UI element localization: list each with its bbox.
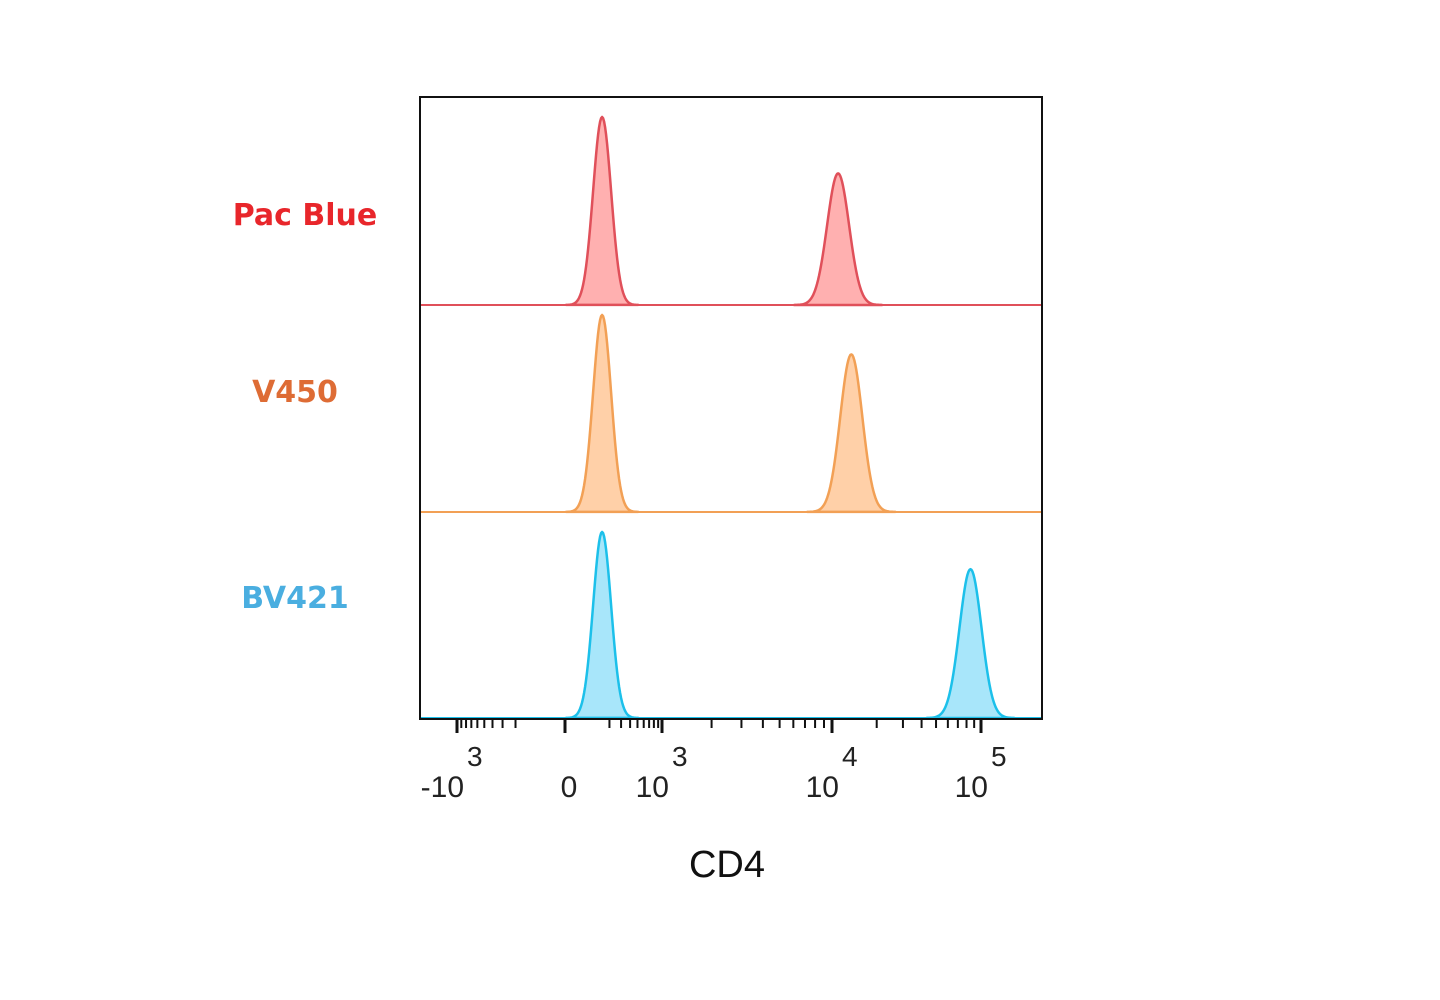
x-tick-label: 103 [636, 741, 688, 804]
x-tick-exponent: 3 [672, 741, 688, 772]
plot-frame [419, 96, 1043, 720]
series-label: Pac Blue [233, 198, 378, 233]
x-axis-title: CD4 [689, 844, 765, 886]
series-bv421 [420, 530, 1042, 720]
x-tick-exponent: 3 [467, 741, 483, 772]
x-tick-label: 104 [806, 741, 858, 804]
histogram-peak [564, 115, 640, 307]
histogram-peak [564, 530, 640, 720]
histogram-peak [806, 353, 897, 514]
series-pac-blue [420, 115, 1042, 307]
series-label: BV421 [241, 581, 349, 616]
histogram-peak [564, 313, 640, 514]
x-tick-base: 0 [561, 771, 578, 804]
series-labels: Pac Blue V450 BV421 [233, 198, 378, 616]
x-tick-base: -10 [421, 771, 464, 804]
series-v450 [420, 313, 1042, 514]
x-tick-base: 10 [955, 771, 988, 804]
series-panels [420, 115, 1042, 720]
x-tick-label: -103 [421, 741, 483, 804]
x-tick-exponent: 5 [991, 741, 1007, 772]
x-tick-exponent: 4 [842, 741, 858, 772]
x-tick-base: 10 [636, 771, 669, 804]
x-tick-base: 10 [806, 771, 839, 804]
histogram-peak [792, 172, 884, 307]
x-tick-label: 0 [561, 771, 578, 804]
histogram-peak [925, 567, 1016, 720]
series-label: V450 [252, 375, 338, 410]
x-tick-label: 105 [955, 741, 1007, 804]
